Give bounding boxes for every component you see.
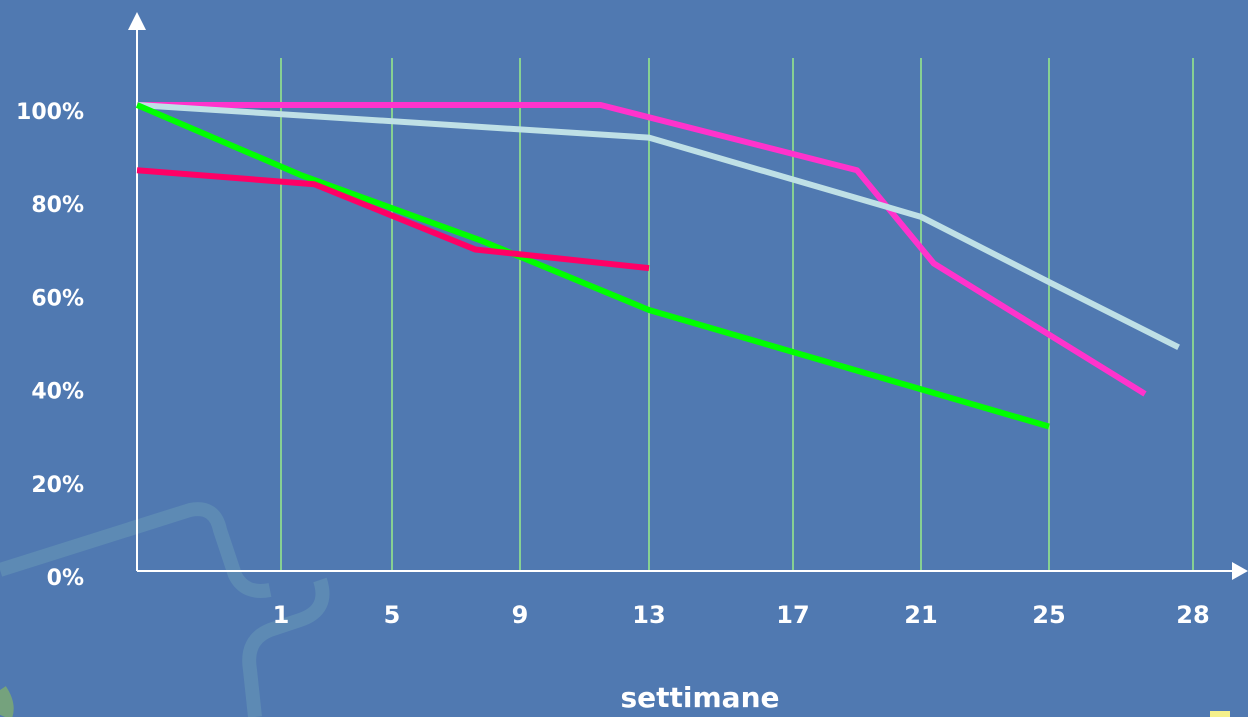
series-line <box>135 102 1050 430</box>
y-tick-label: 40% <box>31 380 84 405</box>
series-line <box>136 102 1180 350</box>
swoosh <box>0 686 14 717</box>
x-axis-arrow <box>1232 562 1248 580</box>
x-axis-label: settimane <box>620 681 779 714</box>
grid <box>280 58 1194 571</box>
swoosh <box>242 577 330 717</box>
y-tick-label: 60% <box>31 286 84 311</box>
x-tick-label: 1 <box>273 601 290 629</box>
x-tick-label: 9 <box>512 601 529 629</box>
x-tick-label: 28 <box>1176 601 1209 629</box>
y-tick-label: 80% <box>31 193 84 218</box>
x-tick-label: 25 <box>1032 601 1065 629</box>
series-line <box>136 167 650 272</box>
x-tick-label: 17 <box>776 601 809 629</box>
y-tick-label: 100% <box>16 100 84 125</box>
x-tick-label: 13 <box>632 601 665 629</box>
swoosh <box>0 502 272 598</box>
lines <box>135 102 1180 430</box>
corner-marker <box>1210 711 1230 717</box>
y-tick-label: 20% <box>31 473 84 498</box>
x-tick-label: 21 <box>904 601 937 629</box>
decoration <box>0 502 330 717</box>
y-axis-arrow <box>128 12 146 30</box>
series-line <box>137 102 1147 397</box>
y-tick-label: 0% <box>47 566 84 591</box>
x-tick-label: 5 <box>384 601 401 629</box>
